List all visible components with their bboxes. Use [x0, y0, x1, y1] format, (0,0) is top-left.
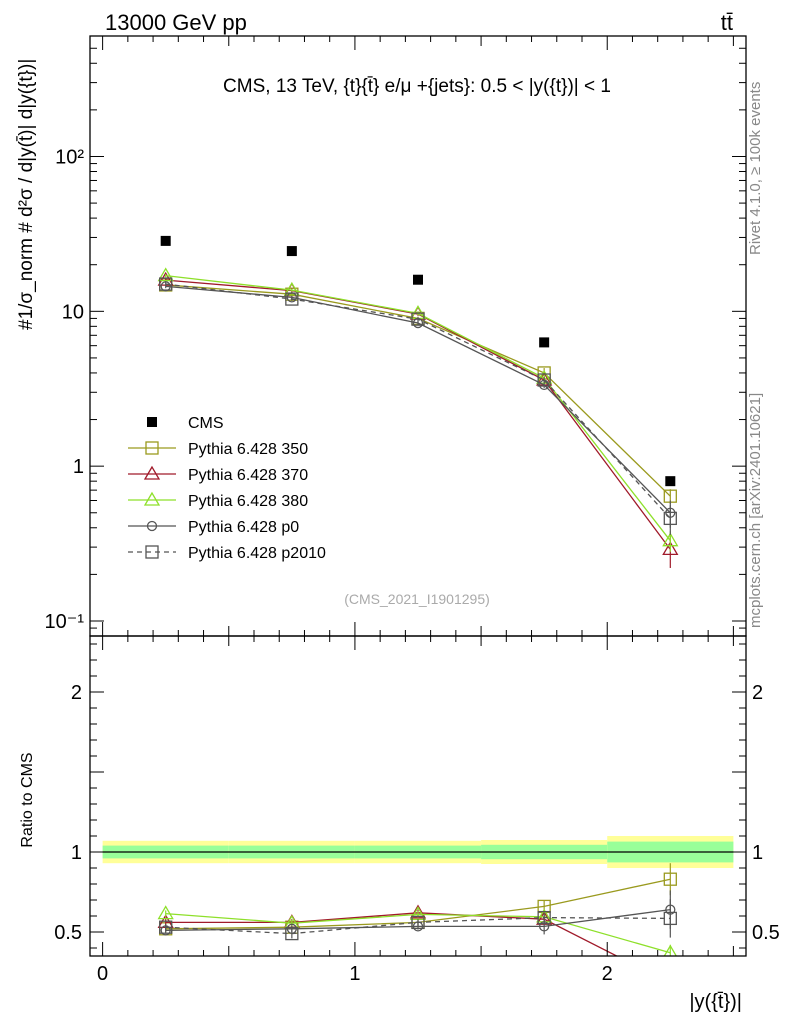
legend: CMS Pythia 6.428 350 Pythia 6.428 370 Pythi… [128, 415, 326, 562]
main-point-pythia-6-428-p2010 [285, 292, 299, 306]
rivet-version-label: Rivet 4.1.0, ≥ 100k events [747, 82, 764, 255]
main-series-group [157, 235, 679, 568]
x-tick-label: 1 [349, 963, 360, 985]
main-point-pythia-6-428-p2010 [663, 511, 677, 526]
main-series-cms [160, 235, 676, 487]
main-point-cms [413, 274, 423, 285]
ratio-frame [89, 635, 747, 957]
main-y-tick-label: 10 [62, 301, 84, 323]
main-y-ticks: 10⁻¹ 1 10 10² [45, 35, 746, 637]
ratio-panel: 0.5 0.5 1 1 2 2 0 1 2 [54, 635, 780, 988]
legend-label-pythia-6-428-380: Pythia 6.428 380 [188, 493, 308, 510]
main-point-cms [665, 476, 676, 487]
ratio-y-tick-label-left: 1 [71, 842, 82, 864]
main-y-tick-label: 10⁻¹ [45, 611, 85, 633]
main-point-pythia-6-428-380 [283, 281, 300, 296]
main-point-pythia-6-428-p2010 [159, 277, 173, 291]
ratio-y-axis-label: Ratio to CMS [19, 752, 36, 847]
legend-label-pythia-6-428-370: Pythia 6.428 370 [188, 467, 308, 484]
main-y-tick-label: 1 [73, 456, 84, 478]
process-label: tt̄ [721, 10, 733, 35]
ratio-series-pythia-6-428-p2010 [159, 899, 677, 941]
ratio-point-pythia-6-428-p2010 [537, 910, 551, 925]
analysis-id-label: (CMS_2021_I1901295) [344, 591, 490, 607]
main-point-cms [160, 235, 171, 246]
main-point-pythia-6-428-370 [662, 541, 679, 556]
legend-marker-pythia-6-428-p2010 [145, 545, 159, 559]
main-x-ticks [102, 36, 734, 636]
legend-label-cms: CMS [188, 415, 224, 432]
ratio-y-ticks: 0.5 0.5 1 1 2 2 0 1 2 [54, 643, 780, 985]
x-tick-label: 0 [97, 963, 108, 985]
ratio-y-tick-label-right: 0.5 [752, 922, 780, 944]
legend-entry-pythia-6-428-p2010: Pythia 6.428 p2010 [128, 545, 326, 562]
legend-marker-pythia-6-428-350 [145, 441, 159, 455]
ratio-point-pythia-6-428-370 [663, 976, 677, 988]
legend-marker-pythia-6-428-370 [143, 465, 161, 480]
ratio-y-tick-label-left: 0.5 [54, 922, 82, 944]
ratio-point-pythia-6-428-370 [409, 904, 427, 919]
main-point-pythia-6-428-380 [662, 532, 679, 547]
energy-label: 13000 GeV pp [105, 10, 247, 35]
legend-marker-pythia-6-428-p0 [146, 520, 158, 532]
main-point-cms [286, 246, 297, 257]
ratio-series-group [157, 863, 678, 988]
main-line-pythia-6-428-350 [165, 284, 671, 497]
main-plot-title: CMS, 13 TeV, {t}{t̄} e/μ +{jets}: 0.5 < … [223, 76, 611, 97]
ratio-y-tick-label-right: 1 [752, 842, 763, 864]
main-point-pythia-6-428-p2010 [537, 373, 551, 387]
ratio-point-pythia-6-428-380 [157, 905, 174, 920]
ratio-y-tick-label-left: 2 [71, 682, 82, 704]
legend-marker-cms [147, 417, 157, 427]
legend-entry-cms: CMS [147, 415, 224, 432]
legend-entry-pythia-6-428-380: Pythia 6.428 380 [128, 491, 308, 510]
legend-entry-pythia-6-428-p0: Pythia 6.428 p0 [128, 519, 299, 536]
main-point-cms [539, 337, 550, 348]
main-point-pythia-6-428-p0 [160, 281, 171, 292]
legend-label-pythia-6-428-p2010: Pythia 6.428 p2010 [188, 545, 326, 562]
main-y-axis-label: #1/σ_norm # d²σ / d|y(t̄)| d|y({t})| [16, 59, 37, 330]
x-axis-label: |y({t̄})| [689, 991, 742, 1013]
legend-entry-pythia-6-428-350: Pythia 6.428 350 [128, 441, 308, 458]
ratio-y-tick-label-right: 2 [752, 682, 763, 704]
ratio-point-pythia-6-428-p2010 [285, 926, 299, 941]
ratio-point-pythia-6-428-350 [663, 872, 677, 886]
legend-entry-pythia-6-428-370: Pythia 6.428 370 [128, 465, 308, 484]
mcplots-label: mcplots.cern.ch [arXiv:2401.10621] [747, 393, 764, 628]
ratio-point-pythia-6-428-p2010 [159, 920, 173, 934]
legend-label-pythia-6-428-350: Pythia 6.428 350 [188, 441, 308, 458]
x-tick-label: 2 [602, 963, 613, 985]
ratio-point-pythia-6-428-p2010 [663, 911, 677, 926]
legend-marker-pythia-6-428-380 [143, 491, 161, 506]
ratio-point-pythia-6-428-380 [663, 944, 678, 956]
main-series-pythia-6-428-p2010 [159, 277, 677, 535]
ratio-series-pythia-6-428-380 [157, 905, 678, 956]
main-y-tick-label: 10² [55, 146, 84, 168]
main-point-pythia-6-428-380 [157, 267, 174, 282]
main-y-axis-label-text: #1/σ_norm # d²σ / d|y(t̄)| d|y({t})| [16, 59, 37, 330]
legend-label-pythia-6-428-p0: Pythia 6.428 p0 [188, 519, 299, 536]
ratio-point-pythia-6-428-p2010 [411, 915, 425, 930]
main-point-pythia-6-428-p2010 [411, 312, 425, 326]
ratio-x-ticks [102, 636, 734, 956]
